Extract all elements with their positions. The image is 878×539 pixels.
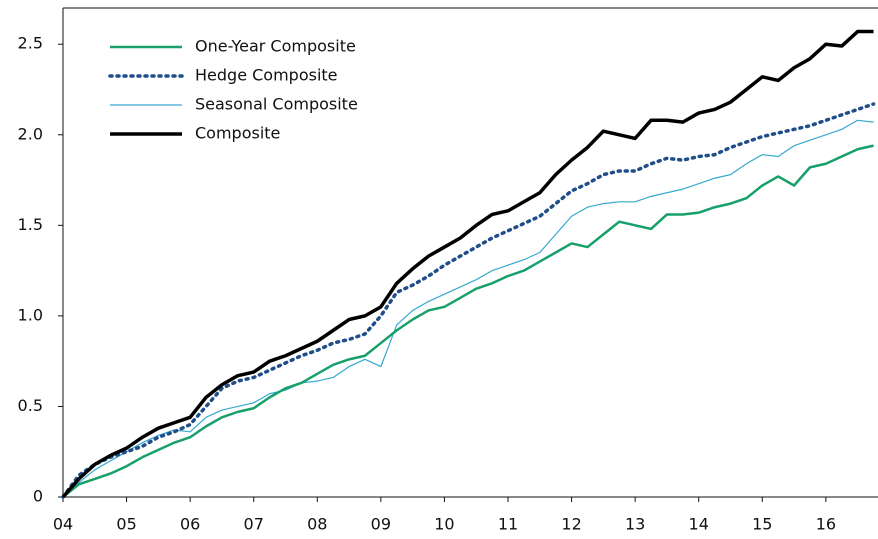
x-tick-label: 05 <box>116 515 136 534</box>
legend-label: Composite <box>195 124 280 143</box>
legend-label: One-Year Composite <box>195 37 356 56</box>
x-tick-label: 07 <box>244 515 264 534</box>
x-tick-label: 14 <box>689 515 709 534</box>
legend-label: Seasonal Composite <box>195 95 358 114</box>
legend-label: Hedge Composite <box>195 66 338 85</box>
x-tick-label: 15 <box>752 515 772 534</box>
y-tick-label: 1.5 <box>18 215 43 234</box>
y-tick-label: 2.0 <box>18 124 43 143</box>
line-series <box>62 144 874 498</box>
x-tick-label: 04 <box>53 515 73 534</box>
x-tick-label: 12 <box>561 515 581 534</box>
line-series <box>61 29 874 499</box>
y-tick-label: 1.0 <box>18 305 43 324</box>
x-tick-label: 13 <box>625 515 645 534</box>
x-tick-label: 11 <box>498 515 518 534</box>
x-tick-label: 16 <box>816 515 836 534</box>
x-tick-label: 09 <box>371 515 391 534</box>
y-tick-label: 0 <box>33 487 43 506</box>
x-tick-label: 10 <box>434 515 454 534</box>
x-tick-label: 08 <box>307 515 327 534</box>
x-tick-label: 06 <box>180 515 200 534</box>
line-series <box>61 102 876 499</box>
y-tick-label: 2.5 <box>18 34 43 53</box>
line-series <box>62 119 874 498</box>
y-tick-label: 0.5 <box>18 396 43 415</box>
